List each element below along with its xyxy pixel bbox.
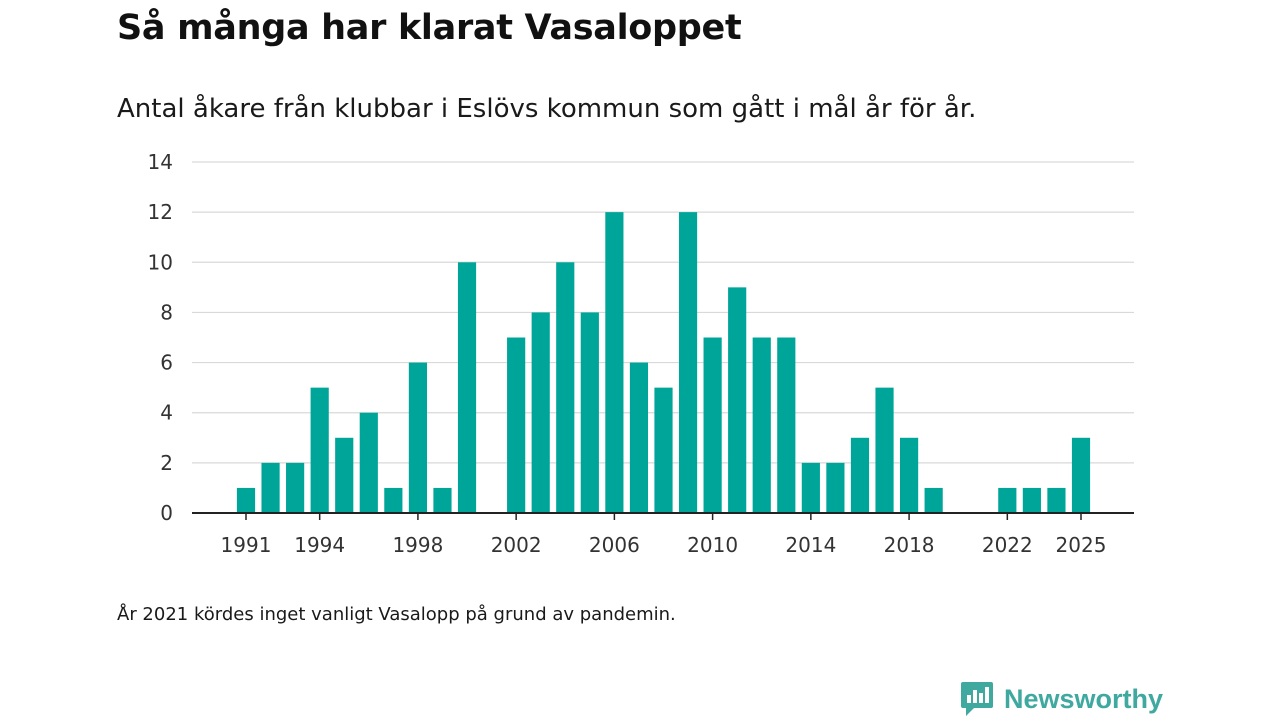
- y-tick-label: 2: [160, 451, 173, 475]
- bar-2003: [531, 312, 550, 513]
- bar-2000: [457, 262, 477, 513]
- footnote: År 2021 kördes inget vanligt Vasalopp på…: [117, 604, 676, 625]
- bar-2015: [826, 462, 845, 513]
- brand-name: Newsworthy: [1004, 683, 1164, 714]
- y-tick-label: 4: [160, 401, 173, 425]
- bar-1993: [286, 462, 305, 513]
- bar-2016: [850, 437, 870, 513]
- bar-2005: [580, 312, 599, 513]
- x-tick-label: 2025: [1056, 533, 1107, 557]
- bar-1996: [359, 412, 378, 513]
- x-tick-label: 2002: [491, 533, 542, 557]
- bar-2007: [629, 362, 649, 513]
- x-tick-label: 2010: [687, 533, 738, 557]
- bar-1991: [236, 487, 256, 513]
- y-tick-label: 8: [160, 300, 173, 324]
- bar-2009: [678, 212, 698, 513]
- x-tick-label: 2018: [884, 533, 935, 557]
- bar-2025: [1071, 437, 1091, 513]
- y-tick-label: 10: [148, 250, 173, 274]
- y-tick-label: 12: [148, 200, 173, 224]
- brand-logo: Newsworthy: [960, 680, 1163, 718]
- bar-2012: [752, 337, 771, 513]
- x-tick-label: 2014: [785, 533, 836, 557]
- bar-1995: [335, 437, 354, 513]
- bar-2024: [1047, 487, 1066, 513]
- chart-title: Så många har klarat Vasaloppet: [117, 8, 742, 48]
- y-tick-label: 14: [148, 150, 173, 174]
- bar-2008: [654, 387, 673, 513]
- newsworthy-logo-icon: [961, 682, 993, 716]
- bar-2006: [605, 212, 624, 513]
- y-tick-label: 0: [160, 501, 173, 525]
- bar-1999: [433, 487, 452, 513]
- axis-layer: 0 2 4 6 8 10 12 14 1991 1994 1998 2002 2006 2010 2014 2…: [148, 150, 1134, 557]
- chart-subtitle: Antal åkare från klubbar i Eslövs kommun…: [117, 94, 977, 124]
- bar-2011: [728, 287, 747, 513]
- bar-2019: [924, 487, 943, 513]
- bar-1992: [261, 462, 280, 513]
- x-tick-label: 2006: [589, 533, 640, 557]
- x-tick-label: 1994: [294, 533, 345, 557]
- bar-2010: [703, 337, 722, 513]
- bar-2013: [777, 337, 796, 513]
- bar-1997: [384, 487, 403, 513]
- x-tick-label: 1991: [221, 533, 272, 557]
- bar-1994: [310, 387, 329, 513]
- bar-2014: [801, 462, 820, 513]
- bar-2022: [998, 487, 1017, 513]
- bar-2004: [556, 262, 575, 513]
- bar-2017: [875, 387, 894, 513]
- bar-1998: [408, 362, 427, 513]
- bar-2002: [507, 337, 526, 513]
- bar-2023: [1022, 487, 1041, 513]
- bar-layer: [236, 212, 1091, 513]
- bar-2018: [900, 437, 919, 513]
- x-tick-label: 1998: [392, 533, 443, 557]
- y-tick-label: 6: [160, 351, 173, 375]
- x-tick-label: 2022: [982, 533, 1033, 557]
